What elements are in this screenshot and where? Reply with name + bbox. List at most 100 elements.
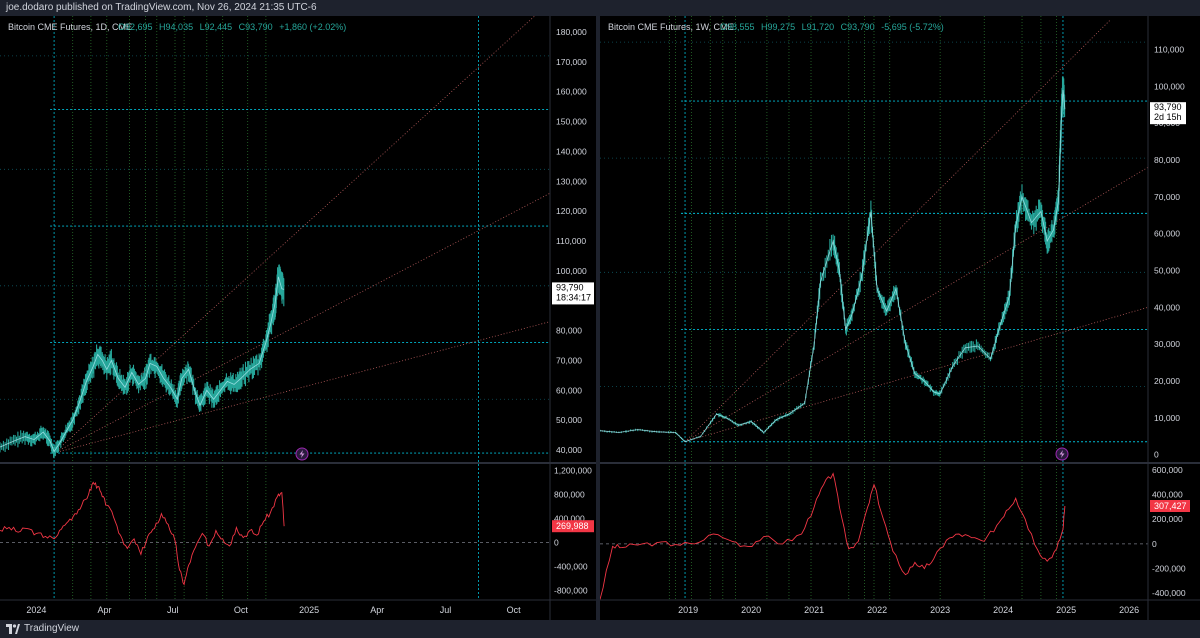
price-tick-label: 170,000 (556, 57, 587, 67)
price-tick-label: 110,000 (556, 236, 586, 246)
oscillator-tick-label: 1,200,000 (554, 465, 592, 475)
price-tick-label: 60,000 (1154, 229, 1180, 239)
lightning-icon[interactable] (295, 447, 309, 461)
legend-ohlc: O92,695 H94,035 L92,445 C93,790 +1,860 (… (118, 22, 346, 32)
price-tick-label: 80,000 (1154, 155, 1180, 165)
legend-high: H99,275 (761, 22, 795, 32)
fan-lines (684, 19, 1149, 443)
oscillator-line (600, 472, 1066, 600)
price-tick-label: 120,000 (556, 206, 587, 216)
price-tick-label: 10,000 (1154, 413, 1180, 423)
fan-line (53, 192, 551, 454)
grid-layer (0, 16, 550, 600)
price-tick-label: 130,000 (556, 176, 587, 186)
price-axis[interactable]: 40,00050,00060,00070,00080,00090,000100,… (556, 27, 587, 455)
legend-ohlc: O98,555 H99,275 L91,720 C93,790 -5,695 (… (720, 22, 944, 32)
price-tick-label: 160,000 (556, 87, 587, 97)
oscillator-tick-label: 800,000 (554, 489, 585, 499)
legend-close: C93,790 (841, 22, 875, 32)
price-close-line (600, 89, 1066, 443)
oscillator-tick-label: 400,000 (554, 513, 585, 523)
time-tick-label: Jul (167, 605, 179, 615)
oscillator-last-value: 269,988 (556, 521, 589, 531)
time-tick-label: Oct (507, 605, 522, 615)
oscillator-last-label: 269,988 (552, 520, 594, 533)
oscillator-series (0, 481, 285, 586)
legend[interactable]: Bitcoin CME Futures, 1W, CME O98,555 H99… (608, 22, 944, 32)
footer-brand[interactable]: TradingView (24, 623, 80, 634)
oscillator-series (600, 472, 1066, 600)
oscillator-last-label: 307,427 (1150, 500, 1190, 513)
oscillator-axis[interactable]: -400,000 -200,000 0 200,000 400,000 600,000 (1152, 465, 1186, 598)
legend-change: -5,695 (-5.72%) (881, 22, 944, 32)
publisher-text: joe.dodaro published on TradingView.com,… (6, 2, 317, 13)
legend-close: C93,790 (239, 22, 273, 32)
time-tick-label: Oct (234, 605, 249, 615)
price-series (600, 76, 1066, 443)
time-tick-label: Apr (98, 605, 112, 615)
last-price-label: 93,790 2d 15h (1150, 102, 1186, 125)
price-tick-label: 150,000 (556, 117, 587, 127)
oscillator-tick-label: -400,000 (1152, 588, 1186, 598)
legend-low: L91,720 (802, 22, 835, 32)
oscillator-tick-label: 0 (554, 537, 559, 547)
time-tick-label: 2025 (299, 605, 319, 615)
time-axis[interactable]: 2019 2020 2021 2022 2023 2024 2025 2026 (678, 605, 1139, 615)
oscillator-tick-label: -200,000 (1152, 564, 1186, 574)
price-tick-label: 70,000 (1154, 192, 1180, 202)
price-tick-label: 50,000 (556, 415, 582, 425)
legend-open: O92,695 (118, 22, 153, 32)
oscillator-tick-label: 200,000 (1152, 514, 1183, 524)
oscillator-line (0, 481, 285, 586)
last-price-label: 93,790 18:34:17 (552, 282, 594, 305)
price-series (0, 264, 285, 459)
legend-open: O98,555 (720, 22, 755, 32)
price-tick-label: 110,000 (1154, 44, 1184, 54)
lightning-icon[interactable] (1055, 447, 1069, 461)
oscillator-tick-label: 0 (1152, 539, 1157, 549)
price-tick-label: 40,000 (556, 445, 582, 455)
price-tick-label: 180,000 (556, 27, 587, 37)
countdown: 18:34:17 (556, 292, 591, 302)
legend-title: Bitcoin CME Futures, 1D, CME (8, 22, 132, 32)
time-tick-label: 2025 (1056, 605, 1076, 615)
plot-background (0, 16, 596, 620)
oscillator-last-value: 307,427 (1154, 501, 1187, 511)
price-tick-label: 70,000 (556, 355, 582, 365)
time-tick-label: 2026 (1119, 605, 1139, 615)
time-tick-label: 2021 (804, 605, 824, 615)
price-tick-label: 40,000 (1154, 302, 1180, 312)
fan-line (684, 19, 1111, 443)
grid-layer (600, 16, 1148, 600)
price-tick-label: 80,000 (556, 326, 582, 336)
oscillator-tick-label: -400,000 (554, 561, 588, 571)
legend-high: H94,035 (159, 22, 193, 32)
chart-panel-weekly[interactable]: 0 10,000 20,000 30,000 40,000 50,000 60,000 70,… (600, 16, 1200, 620)
panel-gap (596, 16, 600, 620)
legend[interactable]: Bitcoin CME Futures, 1D, CME O92,695 H94… (8, 22, 346, 32)
time-tick-label: 2024 (26, 605, 46, 615)
time-axis[interactable]: 2024 Apr Jul Oct 2025 Apr Jul Oct (26, 605, 521, 615)
tradingview-logo-icon[interactable] (6, 624, 20, 634)
time-tick-label: 2020 (741, 605, 761, 615)
plot-background (600, 16, 1200, 620)
oscillator-tick-label: 600,000 (1152, 465, 1183, 475)
price-close-line (0, 276, 285, 453)
countdown: 2d 15h (1154, 112, 1182, 122)
legend-change: +1,860 (+2.02%) (279, 22, 346, 32)
publisher-bar: joe.dodaro published on TradingView.com,… (0, 0, 1200, 16)
oscillator-axis[interactable]: -800,000 -400,000 0 400,000 800,000 1,200,000 (554, 465, 592, 595)
time-tick-label: 2019 (678, 605, 698, 615)
price-tick-label: 100,000 (556, 266, 587, 276)
last-price-value: 93,790 (556, 282, 584, 292)
time-tick-label: 2024 (993, 605, 1013, 615)
legend-title: Bitcoin CME Futures, 1W, CME (608, 22, 734, 32)
price-tick-label: 60,000 (556, 385, 582, 395)
chart-panel-daily[interactable]: 40,00050,00060,00070,00080,00090,000100,… (0, 16, 596, 620)
price-tick-label: 50,000 (1154, 265, 1180, 275)
oscillator-tick-label: 400,000 (1152, 490, 1183, 500)
price-tick-label: 30,000 (1154, 339, 1180, 349)
time-tick-label: Jul (440, 605, 452, 615)
price-tick-label: 0 (1154, 450, 1159, 460)
price-tick-label: 140,000 (556, 146, 587, 156)
